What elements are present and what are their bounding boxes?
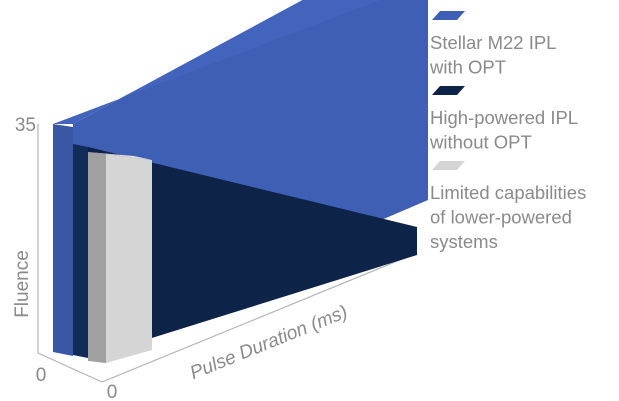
legend-entry-stellar-label-line: with OPT [429,57,506,78]
legend: Stellar M22 IPL with OPT High-powered IPL w… [429,11,586,252]
series-high-powered-side-face [88,147,417,358]
x-axis-line [101,252,418,383]
depth-axis-line [37,352,103,383]
legend-entry-limited-swatch [432,161,465,170]
series-limited-front-face [88,152,106,363]
legend-entry-high-powered: High-powered IPL without OPT [429,86,578,153]
x-tick-label-zero: 0 [107,382,118,401]
legend-entry-stellar-label-line: Stellar M22 IPL [430,32,556,53]
legend-entry-limited: Limited capabilities of lower-powered syst… [430,161,586,252]
y-tick-label-max: 35 [15,115,36,136]
legend-entry-limited-label-line: of lower-powered [430,207,572,228]
series-high-powered-front-face [73,144,88,358]
y-axis-title: Fluence [12,250,33,318]
legend-entry-stellar-swatch [432,11,465,20]
series-stellar-top-face [53,0,381,124]
legend-entry-high-powered-label-line: without OPT [429,132,532,153]
legend-entry-high-powered-swatch [432,86,465,95]
legend-entry-limited-label-line: systems [430,231,498,252]
axis-frame [37,124,418,383]
legend-entry-high-powered-label-line: High-powered IPL [430,107,578,128]
legend-entry-stellar: Stellar M22 IPL with OPT [429,11,556,78]
legend-entry-limited-label-line: Limited capabilities [430,182,586,203]
series-stellar-front-face [53,124,73,356]
series-limited-side-face [106,154,152,363]
series-layer [53,0,428,363]
y-tick-label-zero: 0 [36,365,47,386]
